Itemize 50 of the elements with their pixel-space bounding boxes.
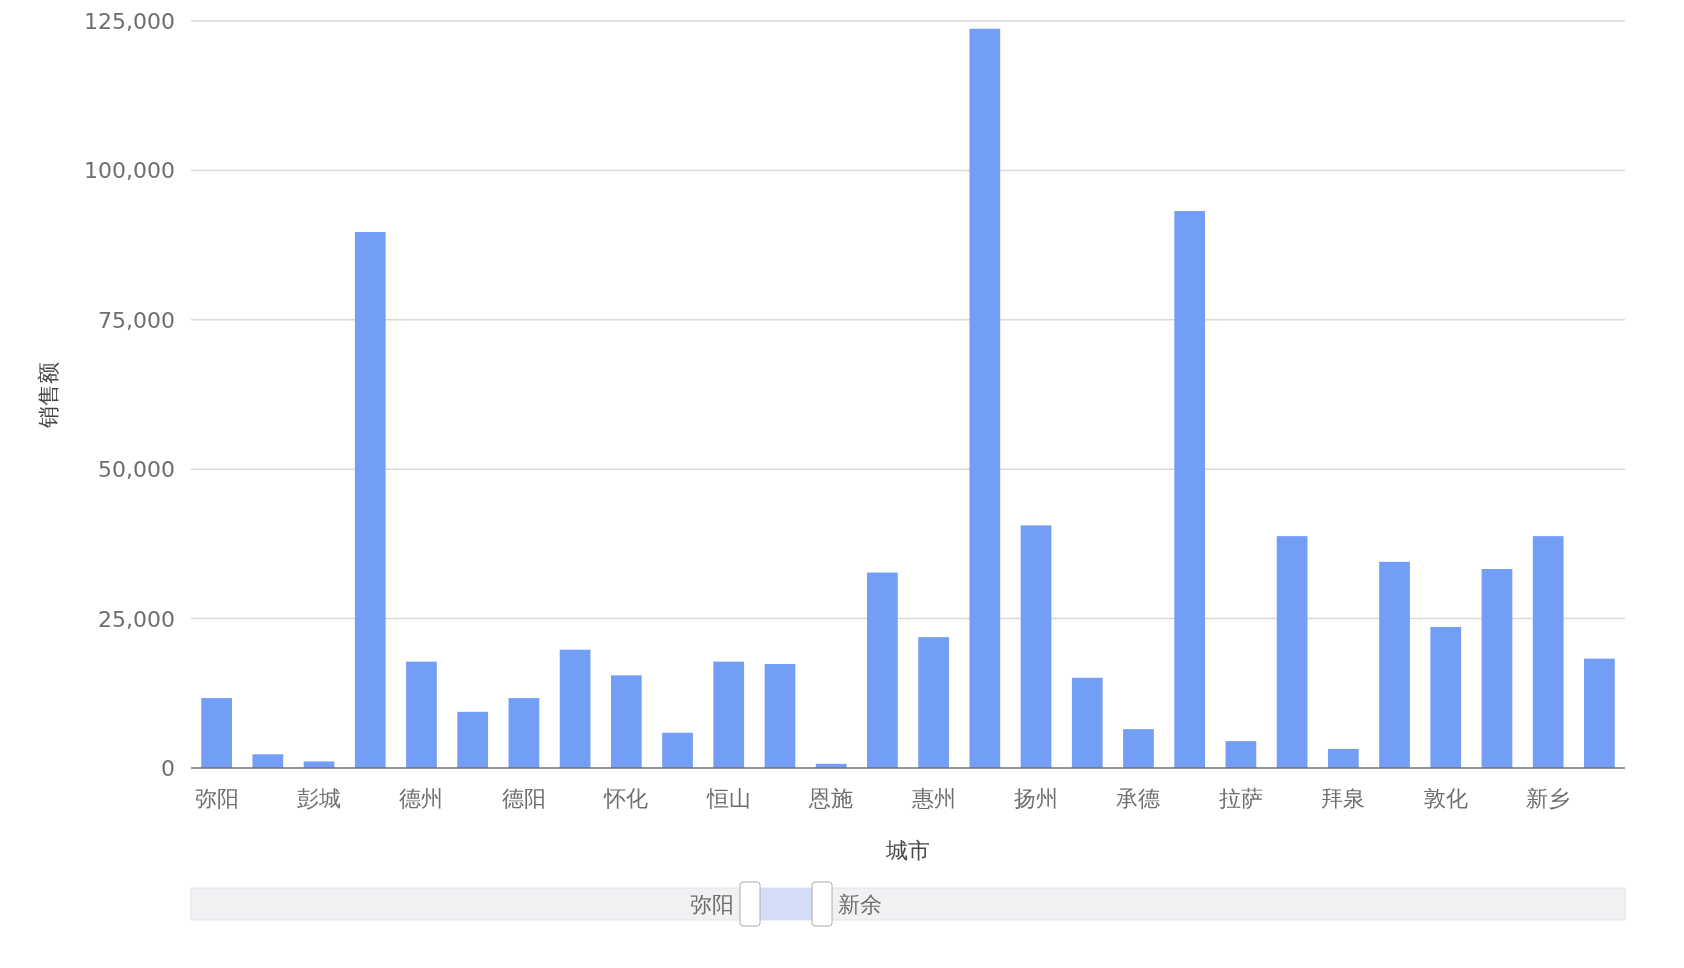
bar bbox=[1071, 677, 1103, 768]
x-tick-label: 拉萨 bbox=[1218, 786, 1263, 811]
bar bbox=[559, 649, 591, 768]
x-tick-label: 惠州 bbox=[910, 786, 956, 811]
y-tick-label: 25,000 bbox=[98, 606, 175, 632]
bar bbox=[1174, 211, 1206, 768]
bar bbox=[1225, 741, 1257, 768]
bar bbox=[1481, 569, 1513, 768]
x-tick-label: 新乡 bbox=[1526, 786, 1571, 811]
x-tick-label: 弥阳 bbox=[194, 786, 239, 811]
x-axis-title: 城市 bbox=[885, 838, 930, 863]
bar bbox=[1123, 729, 1154, 768]
bar bbox=[457, 711, 489, 768]
x-tick-label: 德州 bbox=[399, 786, 444, 811]
y-tick-label: 125,000 bbox=[84, 9, 175, 34]
bar bbox=[1532, 536, 1564, 768]
bar bbox=[1430, 626, 1462, 768]
bar bbox=[764, 664, 796, 768]
text: 弥阳 bbox=[690, 892, 734, 917]
y-axis-title: 销售额 bbox=[36, 361, 61, 429]
x-tick-label: 恒山 bbox=[705, 786, 751, 811]
bar bbox=[1379, 561, 1410, 768]
bar bbox=[867, 572, 898, 768]
bar bbox=[662, 732, 693, 768]
bar bbox=[918, 637, 949, 768]
x-tick-label: 拜泉 bbox=[1321, 786, 1366, 811]
bar bbox=[969, 28, 1001, 768]
y-tick-label: 75,000 bbox=[98, 307, 175, 333]
bar bbox=[508, 698, 540, 768]
bar bbox=[1327, 748, 1359, 768]
bar bbox=[1584, 658, 1615, 768]
x-tick-label: 敦化 bbox=[1423, 786, 1468, 811]
x-tick-label: 扬州 bbox=[1014, 786, 1059, 811]
bar bbox=[354, 231, 386, 768]
bar bbox=[713, 661, 745, 768]
bar bbox=[610, 675, 642, 768]
x-tick-label: 承德 bbox=[1116, 786, 1161, 811]
x-tick-label: 恩施 bbox=[808, 786, 854, 811]
x-tick-label: 德阳 bbox=[501, 786, 546, 811]
y-tick-label: 100,000 bbox=[84, 158, 175, 184]
x-tick-label: 彭城 bbox=[297, 786, 342, 811]
text: 新余 bbox=[838, 892, 882, 917]
bar bbox=[406, 661, 437, 768]
bar bbox=[1020, 525, 1052, 768]
y-tick-label: 50,000 bbox=[98, 457, 175, 483]
bar bbox=[201, 698, 232, 768]
x-tick-label: 怀化 bbox=[603, 786, 649, 811]
bar bbox=[1276, 536, 1308, 768]
y-tick-label: 0 bbox=[161, 756, 175, 781]
bar bbox=[252, 754, 284, 768]
